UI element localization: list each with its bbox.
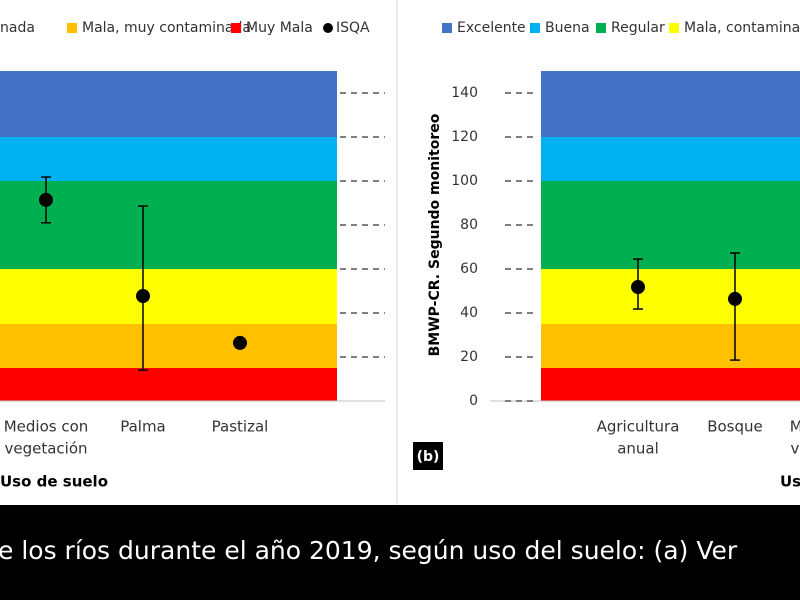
- band: [541, 181, 800, 269]
- y-tick-label: 100: [451, 173, 478, 189]
- legend-label: Mala, contaminada: [684, 20, 800, 36]
- y-tick-label: 40: [460, 305, 478, 321]
- legend-label: nada: [0, 20, 35, 36]
- x-tick-label: Pastizal: [212, 418, 269, 436]
- x-tick-label: vegetación: [4, 440, 87, 458]
- band: [541, 324, 800, 368]
- legend-label: Regular: [611, 20, 665, 36]
- y-tick-label: 0: [469, 393, 478, 409]
- y-tick-label: 20: [460, 349, 478, 365]
- band: [0, 137, 337, 181]
- error-bar: [730, 252, 740, 361]
- legend-marker: [530, 23, 540, 33]
- band: [541, 71, 800, 137]
- band: [541, 269, 800, 324]
- band: [541, 368, 800, 401]
- legend-label: Excelente: [457, 20, 526, 36]
- error-bar: [138, 205, 148, 371]
- legend-marker: [669, 23, 679, 33]
- legend-label: Muy Mala: [246, 20, 313, 36]
- x-tick-label: Medios con: [4, 418, 89, 436]
- legend-marker: [67, 23, 77, 33]
- x-axis-title: Uso de suelo: [0, 473, 108, 491]
- legend-label: Mala, muy contaminada: [82, 20, 251, 36]
- point: [136, 289, 150, 304]
- x-tick-label: Bosque: [707, 418, 763, 436]
- y-tick-label: 80: [460, 217, 478, 233]
- point: [39, 192, 53, 207]
- band: [0, 324, 337, 368]
- x-tick-label: Agricultura: [597, 418, 680, 436]
- x-tick-label: Palma: [120, 418, 166, 436]
- caption-bar: [0, 505, 800, 600]
- band: [0, 269, 337, 324]
- x-tick-label: vegetación: [790, 440, 800, 458]
- band: [0, 181, 337, 269]
- panel-label: (b): [417, 449, 440, 465]
- panel-label-box: [413, 442, 443, 470]
- y-tick-label: 140: [451, 85, 478, 101]
- y-axis-title: BMWP-CR. Segundo monitoreo: [427, 113, 443, 356]
- legend-marker: [231, 23, 241, 33]
- band: [541, 137, 800, 181]
- legend-marker: [442, 23, 452, 33]
- legend-marker: [323, 23, 333, 33]
- caption: e los ríos durante el año 2019, según us…: [0, 536, 738, 565]
- x-tick-label: Medios con: [790, 418, 800, 436]
- legend-label: ISQA: [336, 20, 370, 36]
- point: [728, 291, 742, 306]
- band: [0, 368, 337, 401]
- legend-marker: [596, 23, 606, 33]
- point: [233, 335, 247, 350]
- x-tick-label: anual: [617, 440, 659, 458]
- legend-label: Buena: [545, 20, 590, 36]
- point: [631, 280, 645, 295]
- y-tick-label: 60: [460, 261, 478, 277]
- band: [0, 71, 337, 137]
- y-tick-label: 120: [451, 129, 478, 145]
- x-axis-title: Uso de suelo: [780, 473, 800, 491]
